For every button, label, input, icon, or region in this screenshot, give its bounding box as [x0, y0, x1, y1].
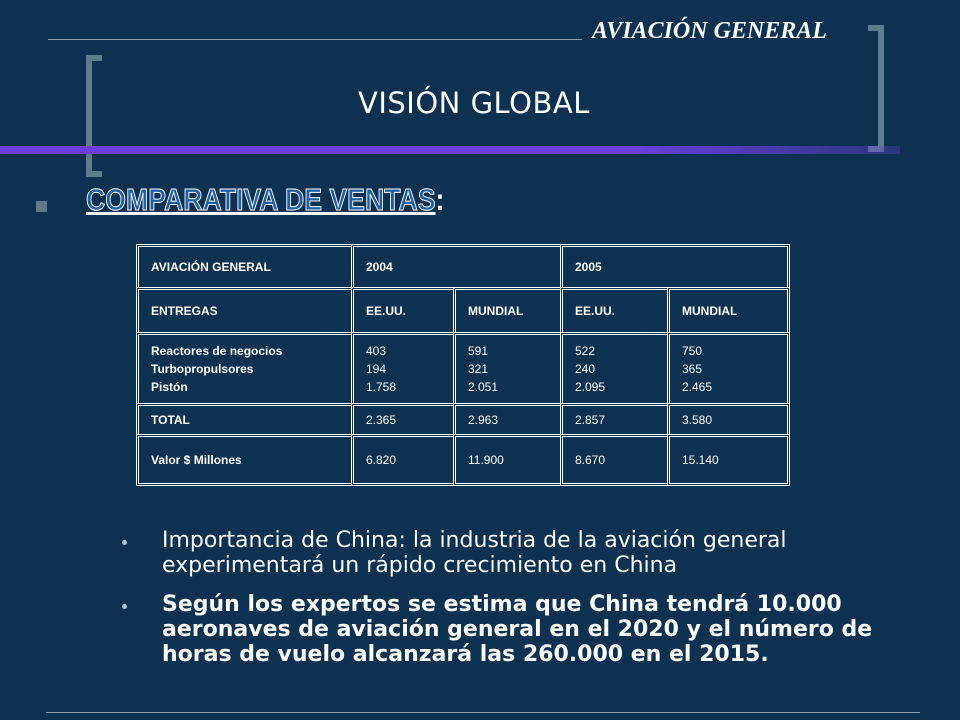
- table-cell: 2.857: [560, 403, 667, 434]
- cell-value: 591: [468, 344, 489, 358]
- table-cell: 2.365: [351, 403, 453, 434]
- category-label: Reactores de negocios: [151, 344, 283, 358]
- heading-link[interactable]: COMPARATIVA DE VENTAS: [86, 182, 436, 218]
- table-cell: 750 365 2.465: [667, 332, 790, 403]
- table-row: Valor $ Millones 6.820 11.900 8.670 15.1…: [136, 434, 790, 486]
- table-row: TOTAL 2.365 2.963 2.857 3.580: [136, 403, 790, 434]
- bullet-text: Importancia de China: la industria de la…: [162, 528, 787, 578]
- bullet-dot-icon: [122, 604, 127, 609]
- table-cell: TOTAL: [136, 403, 351, 434]
- right-bracket-decoration: [868, 25, 884, 152]
- section-heading: COMPARATIVA DE VENTAS:: [86, 182, 445, 218]
- square-bullet-icon: [36, 201, 47, 212]
- table-cell: EE.UU.: [351, 287, 453, 332]
- table-cell: 6.820: [351, 434, 453, 486]
- heading-colon: :: [435, 182, 445, 217]
- cell-value: 403: [366, 344, 387, 358]
- table-cell: AVIACIÓN GENERAL: [136, 244, 351, 287]
- bullet-text: Según los expertos se estima que China t…: [162, 592, 873, 667]
- table-cell: Valor $ Millones: [136, 434, 351, 486]
- section-title: AVIACIÓN GENERAL: [592, 18, 827, 44]
- table-cell: 11.900: [453, 434, 560, 486]
- cell-value: 750: [682, 344, 703, 358]
- cell-value: 2.095: [575, 380, 606, 394]
- table-row: ENTREGAS EE.UU. MUNDIAL EE.UU. MUNDIAL: [136, 287, 790, 332]
- table-cell: MUNDIAL: [453, 287, 560, 332]
- cell-value: 1.758: [366, 380, 397, 394]
- table-cell: 2005: [560, 244, 790, 287]
- cell-value: 522: [575, 344, 596, 358]
- table-cell: ENTREGAS: [136, 287, 351, 332]
- table-cell: 2.963: [453, 403, 560, 434]
- cell-value: 321: [468, 362, 489, 376]
- bullet-dot-icon: [122, 540, 127, 545]
- table-row: Reactores de negocios Turbopropulsores P…: [136, 332, 790, 403]
- category-label: Pistón: [151, 380, 188, 394]
- table-cell: EE.UU.: [560, 287, 667, 332]
- table-cell: 403 194 1.758: [351, 332, 453, 403]
- header-rule: [48, 39, 582, 40]
- left-bracket-decoration: [86, 55, 102, 177]
- table-cell: 15.140: [667, 434, 790, 486]
- cell-value: 2.051: [468, 380, 499, 394]
- table-cell: Reactores de negocios Turbopropulsores P…: [136, 332, 351, 403]
- cell-value: 365: [682, 362, 703, 376]
- cell-value: 194: [366, 362, 387, 376]
- table-cell: 2004: [351, 244, 560, 287]
- cell-value: 2.465: [682, 380, 713, 394]
- table-row: AVIACIÓN GENERAL 2004 2005: [136, 244, 790, 287]
- table-cell: 3.580: [667, 403, 790, 434]
- slide-title: VISIÓN GLOBAL: [358, 86, 590, 120]
- sales-comparison-table: AVIACIÓN GENERAL 2004 2005 ENTREGAS EE.U…: [136, 244, 790, 486]
- table-cell: 522 240 2.095: [560, 332, 667, 403]
- footer-rule: [46, 712, 920, 713]
- table-cell: 591 321 2.051: [453, 332, 560, 403]
- accent-bar: [0, 146, 900, 154]
- cell-value: 240: [575, 362, 596, 376]
- category-label: Turbopropulsores: [151, 362, 254, 376]
- table-cell: 8.670: [560, 434, 667, 486]
- table-cell: MUNDIAL: [667, 287, 790, 332]
